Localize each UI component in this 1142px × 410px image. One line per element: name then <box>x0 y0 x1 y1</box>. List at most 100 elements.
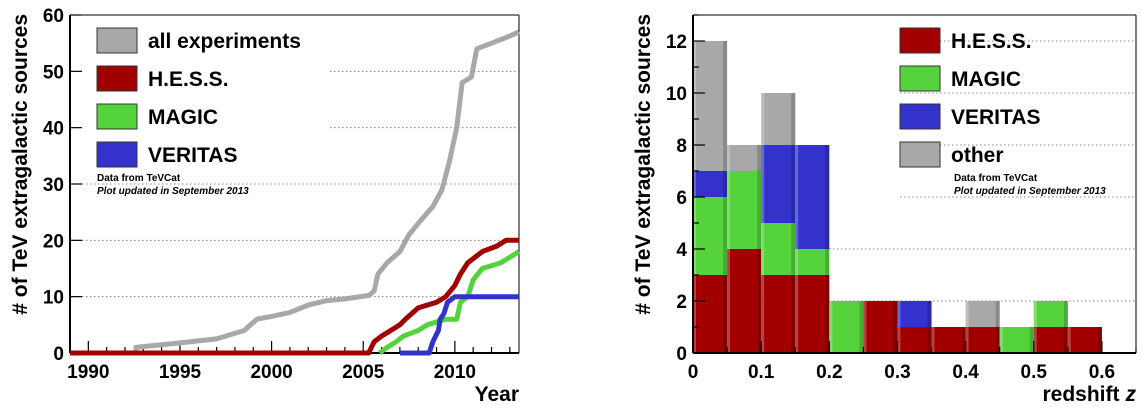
right-x-axis-label: redshift z <box>1042 383 1136 406</box>
right-x-tick-label: 0.5 <box>1021 362 1048 383</box>
legend-swatch <box>900 104 940 129</box>
right-y-tick-label: 12 <box>666 32 687 53</box>
histogram-bar-highlight <box>795 249 798 275</box>
left-chart: 01020304050601990 1995 2000 2005 2010 all ex… <box>9 6 519 406</box>
histogram-bar-highlight <box>795 275 798 353</box>
right-x-tick-label: 0 <box>688 362 699 383</box>
histogram-bar-shadow <box>791 93 795 145</box>
left-x-tick-label: 1995 <box>159 362 202 383</box>
left-y-tick-label: 40 <box>43 119 64 140</box>
histogram-bar-highlight <box>727 145 730 171</box>
histogram-bar-shadow <box>825 249 829 275</box>
histogram-bar-shadow <box>757 249 761 353</box>
histogram-bar-other <box>761 93 795 145</box>
left-y-tick-label: 50 <box>43 62 64 83</box>
right-x-axis-label-symbol: z <box>1125 383 1137 406</box>
legend-swatch <box>97 104 137 129</box>
right-y-tick-label: 4 <box>676 240 687 261</box>
right-note-source: Data from TeVCat <box>954 173 1038 184</box>
right-note-updated: Plot updated in September 2013 <box>954 186 1106 197</box>
histogram-bar-magic <box>795 249 829 275</box>
right-x-tick-label: 0.2 <box>816 362 842 383</box>
histogram-bar-shadow <box>1064 301 1068 327</box>
histogram-bar-shadow <box>859 301 863 353</box>
legend-label: other <box>951 144 1004 167</box>
legend-label: H.E.S.S. <box>148 68 229 91</box>
legend-swatch <box>97 28 137 53</box>
histogram-bar-shadow <box>757 171 761 249</box>
histogram-bar-veritas <box>693 171 727 197</box>
histogram-bar-other <box>966 301 1000 327</box>
histogram-bar-highlight <box>863 301 866 353</box>
histogram-bar-shadow <box>723 171 727 197</box>
right-y-tick-label: 10 <box>666 84 687 105</box>
legend-label: H.E.S.S. <box>951 30 1032 53</box>
right-legend: H.E.S.S. MAGIC VERITAS other <box>900 28 1040 167</box>
histogram-bar-highlight <box>1034 301 1037 327</box>
left-x-tick-label: 2010 <box>434 362 476 383</box>
histogram-bar-magic <box>1034 301 1068 327</box>
right-x-axis-label-text: redshift <box>1042 383 1119 406</box>
left-y-tick-label: 10 <box>43 288 64 309</box>
left-y-tick-label: 60 <box>43 6 64 27</box>
left-y-tick-label: 0 <box>53 344 64 365</box>
histogram-bar-magic <box>693 197 727 275</box>
left-y-axis-label: # of TeV extragalactic sources <box>9 14 32 315</box>
histogram-bar-shadow <box>791 145 795 223</box>
right-y-tick-label: 0 <box>676 344 687 365</box>
histogram-bar-highlight <box>761 145 764 223</box>
histogram-bar-highlight <box>795 145 798 249</box>
histogram-bar-h-e-s-s- <box>761 275 795 353</box>
right-x-tick-label: 0.6 <box>1089 362 1115 383</box>
histogram-bar-shadow <box>757 145 761 171</box>
histogram-bar-shadow <box>791 275 795 353</box>
histogram-bar-highlight <box>761 93 764 145</box>
histogram-bar-h-e-s-s- <box>932 327 966 353</box>
histogram-bar-h-e-s-s- <box>693 275 727 353</box>
legend-label: MAGIC <box>148 106 218 129</box>
histogram-bar-highlight <box>966 301 969 327</box>
legend-swatch <box>900 66 940 91</box>
histogram-bar-highlight <box>761 223 764 275</box>
legend-label: MAGIC <box>951 68 1021 91</box>
histogram-bar-other <box>693 41 727 171</box>
legend-label: VERITAS <box>148 144 237 167</box>
right-y-tick-label: 6 <box>676 188 687 209</box>
histogram-bar-veritas <box>795 145 829 249</box>
histogram-bar-shadow <box>791 223 795 275</box>
histogram-bar-h-e-s-s- <box>1068 327 1102 353</box>
histogram-bar-h-e-s-s- <box>1034 327 1068 353</box>
left-note-source: Data from TeVCat <box>97 173 181 184</box>
right-x-tick-label: 0.3 <box>884 362 910 383</box>
histogram-bar-other <box>727 145 761 171</box>
histogram-bar-shadow <box>723 41 727 171</box>
right-x-tick-label: 0.4 <box>952 362 979 383</box>
histogram-bar-veritas <box>761 145 795 223</box>
histogram-bar-shadow <box>723 275 727 353</box>
histogram-bar-shadow <box>723 197 727 275</box>
left-note-updated: Plot updated in September 2013 <box>97 186 249 197</box>
histogram-bar-magic <box>1000 327 1034 353</box>
right-chart: 0 2 4 6 8 10 12 0 0.1 0.2 0.3 0.4 0.5 0.6 H.E.S.S. MAG… <box>632 14 1137 406</box>
histogram-bar-magic <box>761 223 795 275</box>
right-y-tick-label: 2 <box>676 292 687 313</box>
left-x-tick-label: 2005 <box>342 362 385 383</box>
histogram-bar-h-e-s-s- <box>966 327 1000 353</box>
left-x-axis-label: Year <box>475 383 519 406</box>
histogram-bar-shadow <box>928 301 932 327</box>
left-y-tick-label: 30 <box>43 175 64 196</box>
histogram-bar-magic <box>727 171 761 249</box>
legend-swatch <box>900 28 940 53</box>
legend-swatch <box>97 142 137 167</box>
histogram-bar-magic <box>829 301 863 353</box>
histogram-bar-h-e-s-s- <box>795 275 829 353</box>
histogram-bar-veritas <box>897 301 931 327</box>
histogram-bar-shadow <box>825 145 829 249</box>
histogram-bar-highlight <box>727 249 730 353</box>
right-x-tick-label: 0.1 <box>748 362 775 383</box>
right-y-tick-label: 8 <box>676 136 687 157</box>
legend-label: all experiments <box>148 30 301 53</box>
right-y-axis-label: # of TeV extragalactic sources <box>632 14 655 315</box>
histogram-bar-shadow <box>996 301 1000 327</box>
